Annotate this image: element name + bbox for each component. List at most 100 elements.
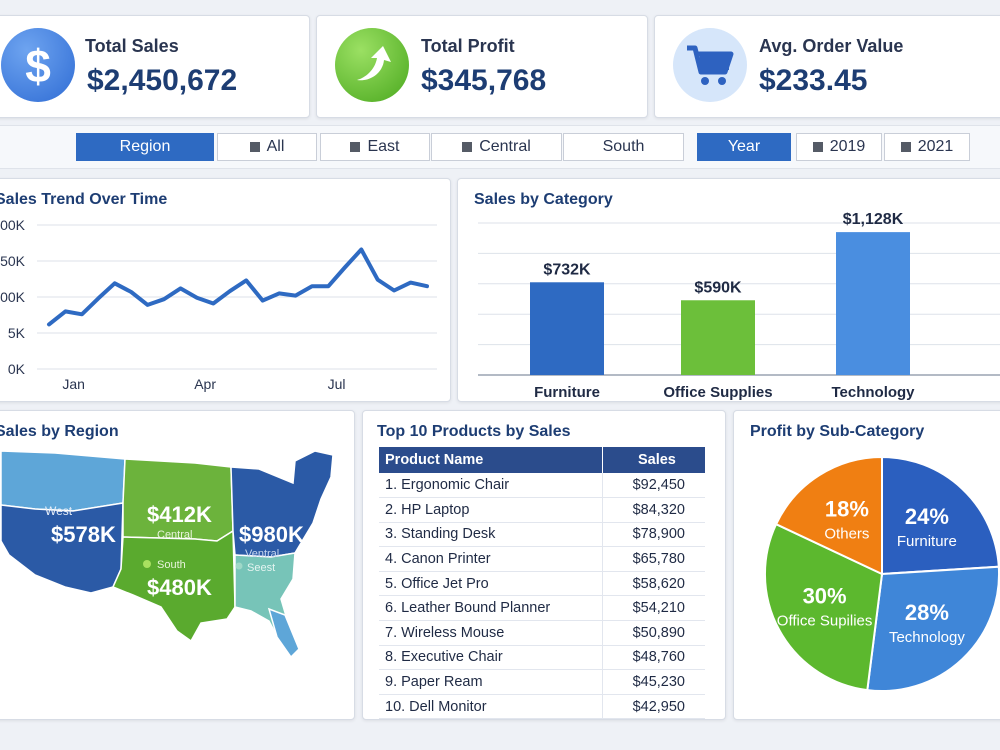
year-filter-label: Year (697, 133, 791, 161)
product-sales-cell: $92,450 (601, 473, 705, 499)
column-header-sales[interactable]: Sales (601, 447, 705, 473)
marker-dot (143, 560, 151, 568)
category-label: Office Supplies (663, 384, 772, 401)
region-option-central[interactable]: Central (431, 133, 562, 161)
table-row[interactable]: 10. Dell Monitor $42,950 (379, 694, 705, 719)
product-name-cell: 6. Leather Bound Planner (379, 595, 603, 622)
y-tick-label: 5K (8, 325, 26, 341)
x-tick-label: Jan (62, 376, 85, 392)
region-filter-label: Region (76, 133, 214, 161)
product-sales-cell: $50,890 (601, 620, 705, 646)
profit-pie-chart: 24% Furniture 28% Technology 30% Office Supil… (763, 455, 1000, 692)
region-florida (267, 607, 300, 659)
table-row[interactable]: 9. Paper Ream $45,230 (379, 669, 705, 695)
year-option-2019[interactable]: 2019 (796, 133, 882, 161)
cart-icon (673, 28, 747, 102)
marker-dot (235, 562, 243, 570)
sales-trend-line (47, 247, 429, 327)
product-name-cell: 7. Wireless Mouse (379, 620, 603, 646)
table-row[interactable]: 5. Office Jet Pro $58,620 (379, 571, 705, 597)
checkbox-icon (462, 142, 473, 152)
y-tick-label: 50K (0, 253, 26, 269)
column-header-product[interactable]: Product Name (379, 447, 603, 473)
checkbox-icon (900, 142, 911, 152)
bar-value-label: $590K (694, 279, 742, 296)
kpi-value: $345,768 (421, 64, 547, 97)
dollar-icon: $ (1, 28, 75, 102)
bar-value-label: $1,128K (843, 211, 904, 228)
product-name-cell: 4. Canon Printer (379, 546, 603, 572)
option-label: Central (479, 138, 531, 155)
product-name-cell: 9. Paper Ream (379, 669, 603, 695)
option-label: 2021 (917, 138, 954, 155)
pie-percent-label: 30% (803, 584, 847, 609)
product-sales-cell: $42,950 (601, 694, 705, 719)
table-row[interactable]: 6. Leather Bound Planner $54,210 (379, 595, 705, 622)
pie-name-label: Office Supilies (777, 613, 873, 630)
table-row[interactable]: 2. HP Laptop $84,320 (379, 497, 705, 523)
region-south (111, 529, 236, 643)
pie-slice-technology (866, 565, 1000, 692)
product-name-cell: 10. Dell Monitor (379, 694, 603, 719)
map-value-west: $578K (51, 522, 116, 547)
checkbox-icon (812, 142, 823, 152)
top10-table: Product Name Sales 1. Ergonomic Chair $92… (379, 447, 705, 719)
top10-products-card: Top 10 Products by Sales Product Name Sa… (362, 410, 726, 720)
checkbox-icon (249, 142, 260, 152)
x-tick-label: Jul (328, 376, 346, 392)
year-option-2021[interactable]: 2021 (884, 133, 970, 161)
product-name-cell: 5. Office Jet Pro (379, 571, 603, 597)
card-title: Sales by Region (0, 423, 119, 440)
region-option-east[interactable]: East (320, 133, 430, 161)
table-row[interactable]: 4. Canon Printer $65,780 (379, 546, 705, 572)
product-name-cell: 3. Standing Desk (379, 522, 603, 548)
region-option-south[interactable]: South (563, 133, 684, 161)
option-label: South (602, 138, 645, 155)
filter-bar: Region All East Central South Year 2019 … (0, 125, 1000, 169)
option-label: All (266, 138, 285, 155)
pie-slice-others (774, 455, 883, 576)
product-name-cell: 2. HP Laptop (379, 497, 603, 523)
sales-trend-card: Sales Trend Over Time 00K 50K 00K 5K 0K Jan Ap… (0, 178, 451, 402)
region-map: West $578K $412K Central $980K Ventral S… (0, 450, 334, 659)
pie-percent-label: 28% (905, 600, 949, 625)
kpi-total-sales: $ Total Sales $2,450,672 (0, 15, 310, 118)
kpi-label: Total Profit (421, 36, 515, 56)
product-name-cell: 8. Executive Chair (379, 645, 603, 671)
map-label-west: West (45, 504, 73, 518)
bar-office-supplies (681, 300, 755, 375)
table-row[interactable]: 8. Executive Chair $48,760 (379, 645, 705, 671)
card-title: Top 10 Products by Sales (377, 423, 571, 440)
option-label: 2019 (829, 138, 866, 155)
y-tick-label: 00K (0, 217, 26, 233)
table-row[interactable]: 3. Standing Desk $78,900 (379, 522, 705, 548)
product-sales-cell: $45,230 (601, 669, 705, 695)
category-label: Technology (831, 384, 915, 401)
product-sales-cell: $78,900 (601, 522, 705, 548)
pie-name-label: Furniture (897, 533, 957, 550)
region-option-all[interactable]: All (217, 133, 317, 161)
product-sales-cell: $48,760 (601, 645, 705, 671)
kpi-label: Avg. Order Value (759, 36, 904, 56)
pie-slice-furniture (881, 455, 1000, 576)
kpi-value: $233.45 (759, 64, 868, 97)
map-label-south: South (157, 559, 186, 571)
product-sales-cell: $58,620 (601, 571, 705, 597)
kpi-total-profit: Total Profit $345,768 (316, 15, 648, 118)
arrow-up-icon (335, 28, 409, 102)
checkbox-icon (350, 142, 361, 152)
pie-percent-label: 24% (905, 504, 949, 529)
sales-by-category-chart: $732K Furniture $590K Office Supplies $1,128… (478, 211, 1000, 401)
pie-name-label: Others (824, 526, 869, 543)
table-row[interactable]: 1. Ergonomic Chair $92,450 (379, 473, 705, 499)
product-sales-cell: $84,320 (601, 497, 705, 523)
card-title: Profit by Sub-Category (750, 423, 925, 440)
svg-text:$: $ (25, 40, 51, 90)
map-label-central: Central (157, 529, 192, 541)
table-header-row: Product Name Sales (379, 447, 705, 473)
table-row[interactable]: 7. Wireless Mouse $50,890 (379, 620, 705, 646)
category-label: Furniture (534, 384, 600, 401)
map-label-east: Ventral (245, 548, 279, 560)
bar-technology (836, 232, 910, 375)
map-value-east: $980K (239, 522, 304, 547)
